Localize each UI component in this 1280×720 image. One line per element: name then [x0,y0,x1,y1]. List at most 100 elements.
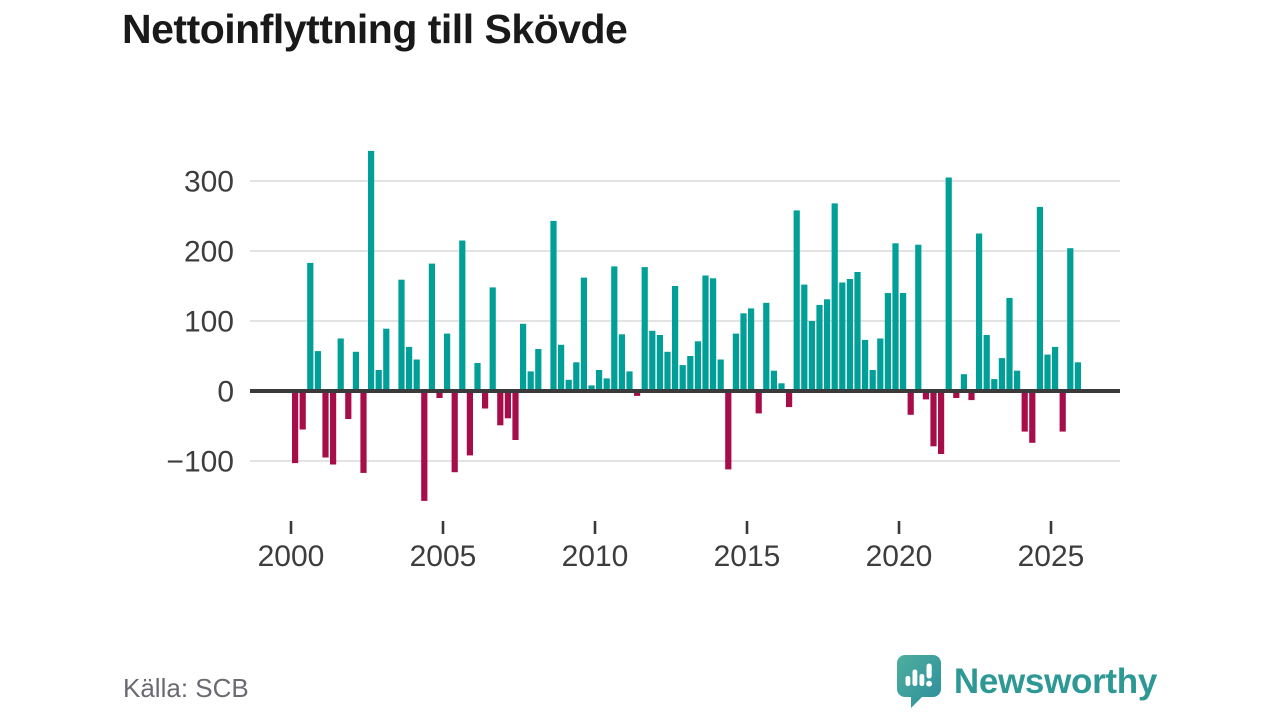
bar-2021-q2 [938,391,945,454]
bar-2015-q3 [763,302,770,391]
bar-2001-q4 [345,391,352,419]
bar-2025-q3 [1067,248,1074,391]
bar-2024-q1 [1021,391,1028,432]
bar-2005-q2 [451,391,458,473]
bar-2016-q4 [801,284,808,391]
bar-2001-q2 [330,391,337,465]
bar-2005-q3 [459,240,466,391]
bar-2010-q3 [611,266,618,391]
bar-2008-q4 [558,344,565,391]
bar-2014-q3 [732,333,739,391]
bar-2001-q1 [322,391,329,458]
bar-2018-q4 [862,339,869,391]
bar-2002-q2 [360,391,367,473]
bar-2019-q1 [869,370,876,391]
bar-2025-q1 [1052,346,1059,391]
bar-2009-q4 [588,385,595,391]
bar-2010-q1 [596,370,603,391]
bar-2012-q2 [664,351,671,391]
bar-2017-q2 [816,304,823,391]
bar-2014-q4 [740,313,747,391]
bar-2008-q3 [550,220,557,391]
bar-2009-q3 [580,277,587,391]
bar-2010-q2 [603,378,610,391]
bar-2018-q1 [839,282,846,391]
bar-2000-q4 [314,351,321,391]
bar-2016-q2 [786,391,793,408]
bar-2019-q3 [884,293,891,391]
bar-2023-q4 [1014,370,1021,391]
bar-2011-q4 [649,330,656,391]
x-axis-label-2025: 2025 [1018,540,1085,573]
bar-2014-q2 [725,391,732,470]
bar-2015-q2 [755,391,762,414]
bar-2010-q4 [618,334,625,391]
source-note: Källa: SCB [123,673,249,703]
bar-2024-q4 [1044,354,1051,391]
bar-2015-q1 [748,308,755,391]
bar-2007-q1 [504,391,511,419]
bar-2025-q2 [1059,391,1066,432]
y-axis-label-200: 200 [184,236,234,269]
bar-2013-q1 [687,356,694,391]
bar-2007-q2 [512,391,519,440]
bar-2012-q4 [679,365,686,391]
bar-2019-q4 [892,243,899,391]
bar-2007-q4 [527,371,534,391]
bar-2016-q3 [793,210,800,391]
chart-title: Nettoinflyttning till Skövde [122,6,628,52]
bar-2005-q1 [444,333,451,391]
bar-2008-q1 [535,349,542,391]
bar-2020-q4 [922,391,929,400]
bar-2000-q3 [307,262,314,391]
bar-2014-q1 [717,359,724,391]
bar-2017-q4 [831,203,838,391]
bar-2017-q1 [808,321,815,391]
bar-2011-q2 [634,391,641,396]
bar-2022-q3 [976,233,983,391]
y-axis-label-300: 300 [184,166,234,199]
bar-2021-q4 [953,391,960,398]
bar-2013-q3 [702,275,709,391]
bar-2013-q2 [694,341,701,391]
bar-2011-q3 [641,267,648,391]
bar-2004-q4 [436,391,443,398]
bar-2023-q2 [998,358,1005,391]
x-axis-label-2015: 2015 [714,540,781,573]
bar-2006-q3 [489,287,496,391]
bar-2022-q4 [983,335,990,391]
newsworthy-wordmark: Newsworthy [953,661,1157,701]
bar-2013-q4 [710,278,717,391]
bar-2024-q3 [1036,206,1043,391]
x-axis-label-2010: 2010 [562,540,629,573]
bar-2017-q3 [824,299,831,391]
bar-2020-q2 [907,391,914,415]
x-axis-label-2000: 2000 [258,540,325,573]
y-axis-label-0: 0 [217,376,234,409]
bar-2005-q4 [466,391,473,456]
newsworthy-speech-bubble-chart-icon [896,655,941,708]
y-axis-label-100: 100 [184,306,234,339]
bar-2002-q3 [368,150,375,391]
newsworthy-logo: Newsworthy [896,655,1157,708]
y-axis-label--100: −100 [166,446,234,479]
bar-2021-q3 [945,177,952,391]
bar-2018-q2 [846,279,853,391]
bar-2003-q3 [398,279,405,391]
bar-2007-q3 [520,323,527,391]
bar-2012-q1 [656,335,663,391]
bar-2004-q1 [413,359,420,391]
bar-2025-q4 [1074,362,1081,391]
bar-2011-q1 [626,371,633,391]
bar-2000-q2 [299,391,306,430]
bar-2003-q1 [383,328,390,391]
bar-2001-q3 [337,338,344,391]
x-axis-label-2020: 2020 [866,540,933,573]
bar-2006-q4 [497,391,504,426]
footer: Källa: SCB Newsworthy [0,655,1280,712]
bar-2018-q3 [854,272,861,391]
bar-2000-q1 [292,391,299,464]
bar-2012-q3 [672,286,679,391]
bar-2006-q1 [474,363,481,391]
